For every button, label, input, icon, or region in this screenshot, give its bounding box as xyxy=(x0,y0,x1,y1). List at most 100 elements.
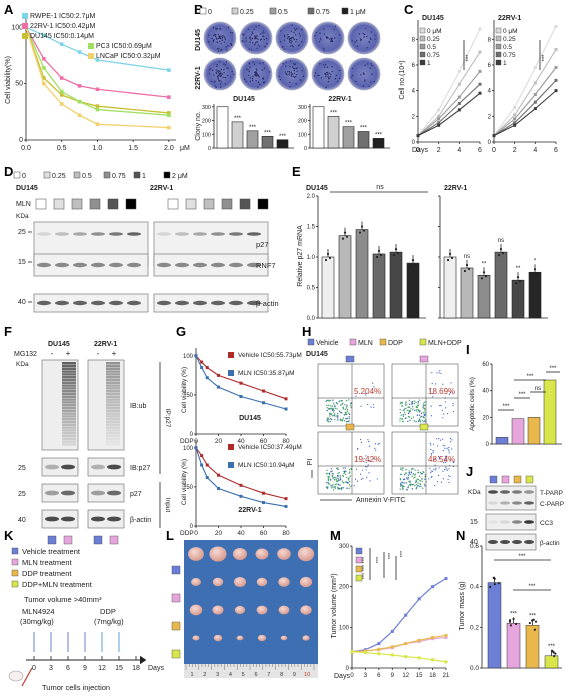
colony-spot xyxy=(288,41,291,43)
legend-swatch xyxy=(495,43,502,50)
panel-j-letter: J xyxy=(466,464,473,479)
panel-d-western: 0 0.25 0.5 0.75 1 2 μM DU145 22RV-1 MLN KDa 25 15 40… xyxy=(13,171,279,313)
flow-event xyxy=(407,474,410,476)
colony-spot xyxy=(320,39,322,41)
dose-label: 0.5 xyxy=(82,173,92,180)
band xyxy=(193,262,207,268)
flow-event xyxy=(402,409,404,412)
flow-event xyxy=(435,467,437,469)
colony-spot xyxy=(257,44,259,46)
panel-h-letter: H xyxy=(302,324,311,339)
legend-swatch xyxy=(11,547,19,555)
series-line-0 xyxy=(25,26,169,71)
band xyxy=(488,501,498,505)
band xyxy=(73,262,87,268)
flow-event xyxy=(450,391,452,394)
flow-event xyxy=(335,467,338,470)
blot-box xyxy=(485,533,537,551)
band xyxy=(107,516,121,522)
flow-event xyxy=(334,413,336,415)
y-tick-label: 100 xyxy=(202,132,211,138)
colony-spot xyxy=(217,69,219,72)
band xyxy=(175,232,189,236)
colony-spot xyxy=(296,70,298,73)
flow-event xyxy=(448,481,450,484)
flow-event xyxy=(333,486,336,488)
ub-smear xyxy=(106,420,120,424)
colony-spot xyxy=(284,36,286,38)
flow-event xyxy=(424,409,426,411)
y-tick-label: 100 xyxy=(11,24,23,31)
legend-entry: 22RV-1 IC50:0.42μM xyxy=(30,23,96,30)
flow-event xyxy=(330,468,333,470)
y-tick-label: 6 xyxy=(488,63,492,69)
flow-event xyxy=(335,477,337,479)
bar xyxy=(372,253,386,319)
colony-spot xyxy=(369,37,372,39)
flow-event xyxy=(346,410,348,413)
data-point xyxy=(444,577,448,581)
colony-spot xyxy=(217,78,219,80)
replicate-dot xyxy=(392,254,396,257)
colony-spot xyxy=(219,28,221,30)
band xyxy=(127,232,141,236)
flow-event xyxy=(344,412,347,414)
band xyxy=(524,501,534,505)
flow-event xyxy=(414,474,416,476)
flow-event xyxy=(355,468,358,470)
flow-event xyxy=(400,414,402,416)
ub-smear xyxy=(106,390,120,393)
legend-swatch xyxy=(228,370,234,376)
flow-event xyxy=(412,473,415,475)
colony-spot xyxy=(252,32,254,35)
flow-event xyxy=(325,473,328,475)
y-axis-label: Cell viability(%) xyxy=(5,56,12,104)
colony-spot xyxy=(331,70,333,73)
flow-event xyxy=(329,399,332,402)
band xyxy=(61,516,75,522)
legend-entry: 1 xyxy=(427,60,431,67)
sig-label: ** xyxy=(516,266,521,272)
lane-swatch xyxy=(35,198,47,210)
replicate-dot xyxy=(450,256,454,260)
data-point xyxy=(513,105,517,109)
band xyxy=(211,232,225,236)
flow-event xyxy=(335,415,337,417)
colony-spot xyxy=(249,80,252,82)
colony-spot xyxy=(323,49,325,52)
growth-line xyxy=(417,92,481,137)
y-tick-label: 100 xyxy=(298,132,307,138)
ruler xyxy=(184,664,318,678)
data-point xyxy=(350,650,354,654)
sig-label: *** xyxy=(466,54,472,62)
band xyxy=(512,490,522,494)
dose-swatch xyxy=(269,7,277,15)
replicate-dot xyxy=(554,652,557,655)
colony-spot xyxy=(373,81,376,83)
ub-smear xyxy=(106,423,120,426)
flow-event xyxy=(340,411,343,414)
data-point xyxy=(457,108,461,112)
flow-event xyxy=(343,414,346,416)
flow-event xyxy=(399,411,402,414)
colony-spot xyxy=(364,79,366,81)
flow-event xyxy=(338,488,340,490)
data-point xyxy=(167,68,171,72)
ub-smear xyxy=(106,364,120,368)
flow-event xyxy=(343,482,345,484)
flow-event xyxy=(433,468,435,470)
y-tick-label: 200 xyxy=(298,119,307,125)
colony-spot xyxy=(300,79,302,82)
colony-spot xyxy=(323,33,326,35)
flow-event xyxy=(442,461,445,464)
colony-spot xyxy=(225,49,228,51)
data-point xyxy=(77,50,82,54)
colony-spot xyxy=(207,40,209,43)
x-tick-label: 0 xyxy=(194,530,198,537)
viability-line xyxy=(195,355,287,400)
mw-marker: 40 xyxy=(18,299,26,306)
data-point xyxy=(444,636,448,639)
flow-event xyxy=(329,420,331,423)
colony-spot xyxy=(263,38,265,41)
colony-spot xyxy=(285,61,287,64)
